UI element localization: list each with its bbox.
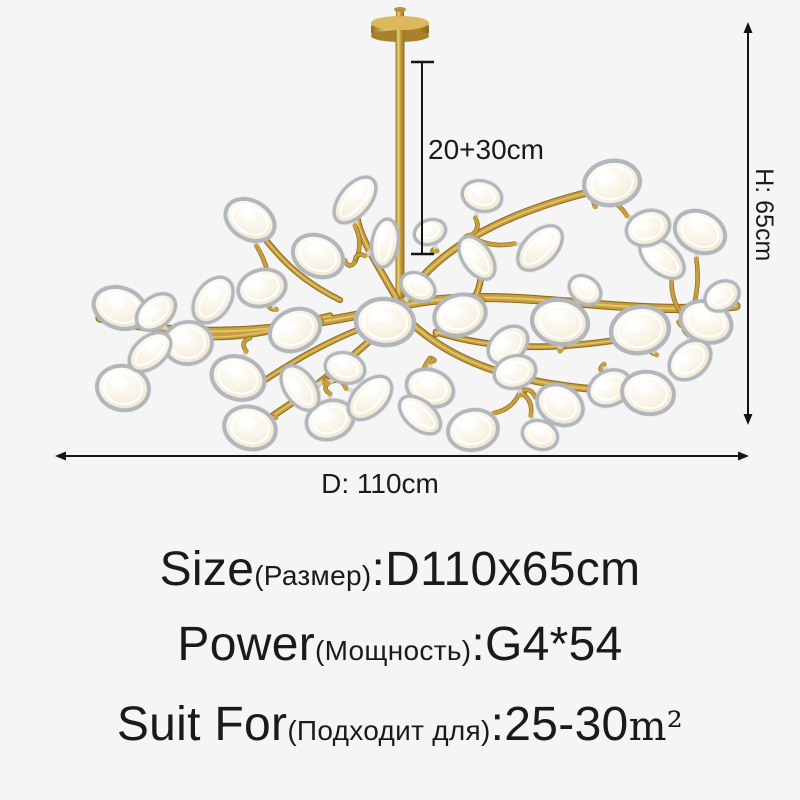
lamp [445,407,501,453]
spec-suit-sub: (Подходит для) [287,715,491,746]
lamp [666,337,714,383]
lamp [190,274,236,326]
lamp [91,284,149,332]
lamp [345,373,395,423]
lamp [278,363,322,413]
spec-suit-unit: m² [628,704,684,750]
lamps [91,158,742,453]
lamp [126,330,174,374]
lamp [672,208,728,256]
lamp [624,207,672,249]
lamp [235,267,289,309]
lamp [223,196,277,244]
lamp [619,369,677,417]
lamp [566,273,604,307]
lamp [290,232,346,280]
spec-line-suit-for: Suit For(Подходит для):25-30m² [0,697,800,752]
lamp [411,216,449,248]
spec-size-value: :D110x65cm [371,543,641,596]
lamp [608,304,672,356]
lamp [534,382,586,428]
lamp [529,297,591,347]
lamp [267,306,323,354]
lamp [398,270,438,304]
height-arrow [743,22,753,425]
lamp [221,404,279,452]
lamp [456,234,498,282]
spec-power-value: :G4*54 [471,618,623,671]
spec-size-label: Size [159,543,255,596]
hanging-rod [395,30,405,308]
rod-length-label: 20+30cm [428,134,544,165]
lamp [209,353,267,403]
lamp [702,278,742,314]
spec-power-sub: (Мощность) [314,635,472,666]
rod-measure-bracket [411,60,434,256]
lamp [519,417,561,453]
spec-suit-value: :25-30 [490,698,629,751]
lamp [459,178,505,214]
lamp [134,291,178,333]
diameter-label: D: 110cm [321,468,439,499]
spec-line-power: Power(Мощность):G4*54 [0,617,800,672]
lamp [581,158,643,208]
lamp [369,216,401,270]
lamp [353,296,417,348]
lamp [397,393,443,437]
lamp [322,350,368,386]
lamp [515,223,565,273]
height-label: H: 65cm [749,168,778,262]
lamp [431,292,489,338]
spec-power-label: Power [177,618,315,671]
canopy [371,7,429,42]
lamp [331,174,379,226]
spec-line-size: Size(Размер):D110x65cm [0,542,800,597]
lamp [491,353,539,391]
lamp [94,363,152,413]
diameter-arrow [55,451,749,461]
spec-suit-label: Suit For [116,698,288,751]
spec-size-sub: (Размер) [254,560,372,591]
